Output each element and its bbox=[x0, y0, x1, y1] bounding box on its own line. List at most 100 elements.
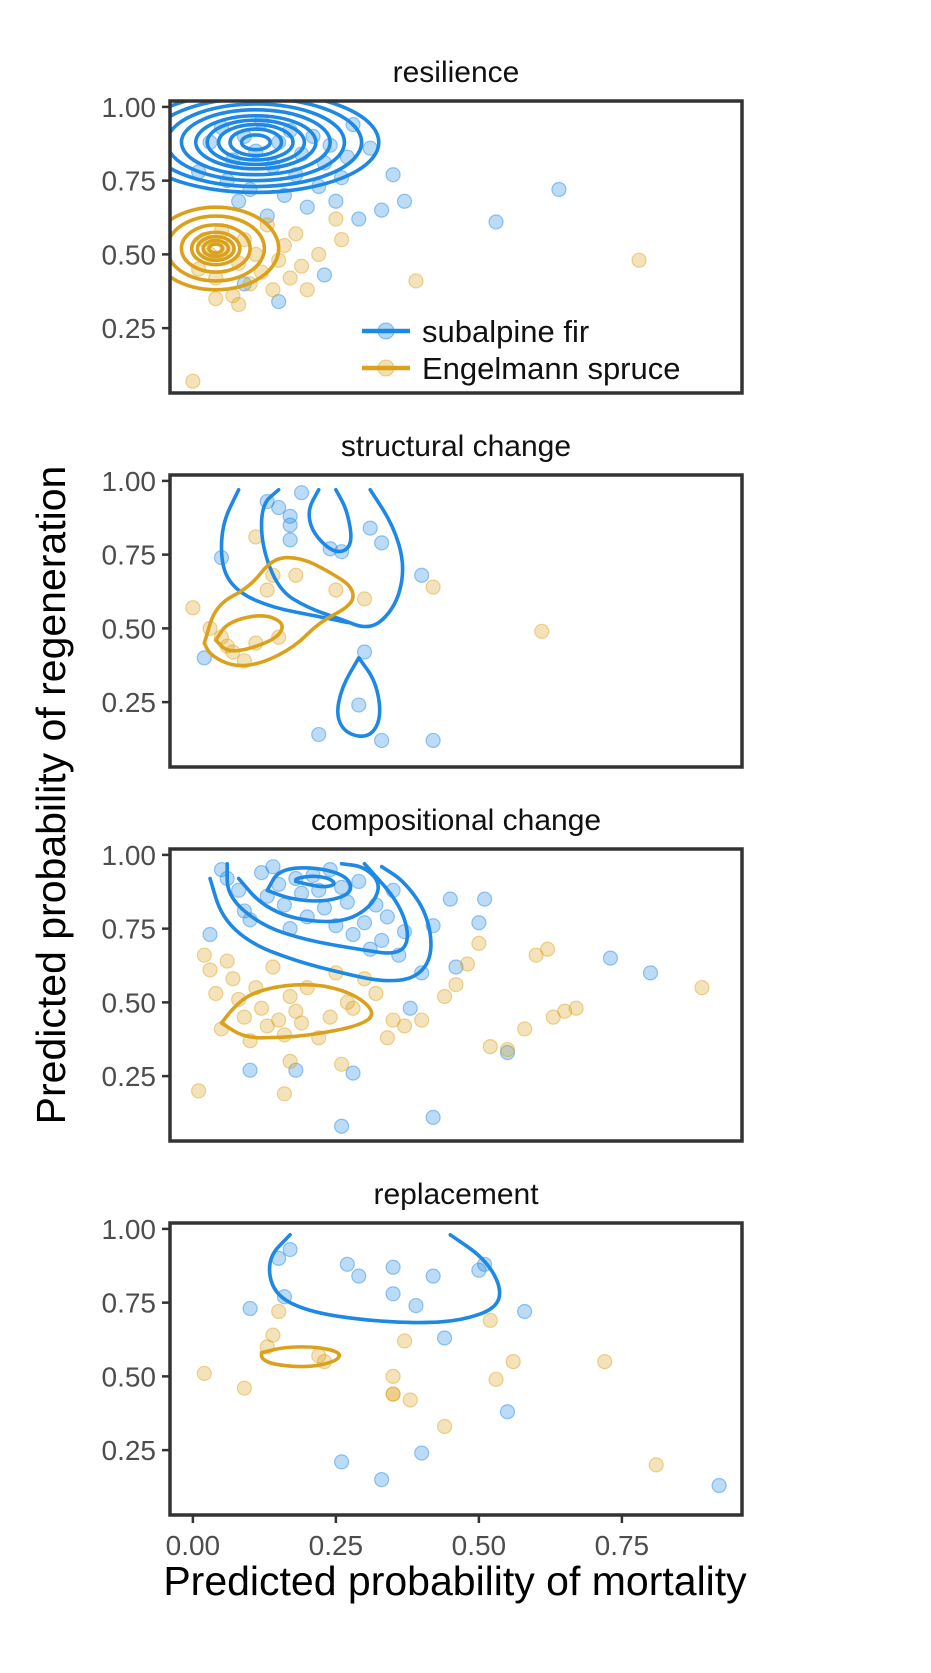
data-point bbox=[396, 1333, 413, 1349]
data-point bbox=[551, 181, 567, 198]
data-point bbox=[385, 1259, 401, 1275]
data-point bbox=[334, 1454, 350, 1470]
data-point bbox=[351, 697, 367, 713]
data-point bbox=[374, 535, 390, 551]
data-point bbox=[196, 1365, 212, 1382]
data-point bbox=[351, 1268, 367, 1284]
data-point bbox=[499, 1404, 516, 1420]
x-tick-label: 0.00 bbox=[166, 1530, 221, 1561]
data-point bbox=[356, 915, 373, 931]
data-point bbox=[242, 1062, 258, 1078]
density-contour bbox=[267, 1233, 502, 1325]
data-point bbox=[271, 1012, 287, 1028]
panel-title: structural change bbox=[341, 430, 571, 463]
data-point bbox=[299, 980, 315, 996]
y-tick-label: 0.25 bbox=[102, 687, 157, 718]
data-point bbox=[528, 947, 544, 963]
data-point bbox=[253, 864, 270, 881]
data-point bbox=[425, 579, 441, 595]
density-contour bbox=[201, 238, 231, 259]
legend-label: subalpine fir bbox=[422, 314, 589, 349]
legend-swatch-point bbox=[377, 359, 395, 377]
data-point bbox=[225, 971, 241, 987]
panel-2: structural change 0.25 0.50 0.75 1.00 bbox=[102, 430, 744, 769]
data-point bbox=[339, 1256, 355, 1272]
data-point bbox=[276, 897, 292, 913]
data-point bbox=[219, 953, 235, 969]
data-point bbox=[459, 956, 476, 972]
data-point bbox=[385, 1386, 401, 1402]
panel-title: resilience bbox=[393, 56, 520, 89]
data-point bbox=[265, 959, 281, 975]
data-point bbox=[185, 373, 201, 389]
panel-title: compositional change bbox=[311, 804, 601, 837]
data-point bbox=[385, 1386, 401, 1402]
x-tick-label: 0.75 bbox=[595, 1530, 650, 1561]
data-point bbox=[293, 485, 310, 501]
data-point bbox=[191, 1083, 207, 1099]
density-contour bbox=[208, 864, 433, 983]
panel-frame bbox=[168, 847, 744, 1143]
data-point bbox=[408, 273, 424, 289]
panel-3: compositional change 0.25 0.50 0.75 1.00 bbox=[102, 804, 744, 1143]
panels-layer: resilience 0.25 0.50 0.75 1.00 subalpine firE… bbox=[102, 56, 744, 1561]
data-point bbox=[299, 199, 315, 215]
y-tick-label: 0.50 bbox=[102, 1361, 157, 1392]
data-point bbox=[259, 1018, 275, 1034]
data-point bbox=[448, 959, 464, 975]
data-point bbox=[396, 1018, 413, 1034]
panel-4: replacement 0.25 0.50 0.75 1.00 bbox=[102, 1178, 744, 1517]
y-tick-label: 0.50 bbox=[102, 613, 157, 644]
data-point bbox=[202, 926, 218, 943]
data-point bbox=[539, 941, 556, 957]
data-point bbox=[425, 1109, 441, 1126]
data-point bbox=[356, 591, 373, 607]
data-point bbox=[436, 1418, 453, 1435]
y-tick-label: 0.50 bbox=[102, 239, 157, 270]
data-point bbox=[288, 1062, 304, 1078]
y-tick-label: 1.00 bbox=[102, 840, 157, 871]
data-point bbox=[374, 732, 390, 749]
data-point bbox=[557, 1003, 573, 1019]
density-contour bbox=[170, 101, 381, 195]
data-point bbox=[402, 1000, 418, 1016]
density-contour bbox=[202, 555, 355, 668]
density-contour bbox=[336, 656, 382, 739]
data-point bbox=[316, 900, 333, 916]
data-point bbox=[242, 1300, 258, 1317]
data-point bbox=[517, 1303, 533, 1320]
data-point bbox=[471, 935, 487, 951]
data-point bbox=[471, 915, 487, 931]
data-point bbox=[316, 267, 333, 283]
data-point bbox=[231, 882, 247, 898]
data-point bbox=[259, 582, 275, 598]
data-point bbox=[425, 1268, 441, 1284]
y-tick-label: 0.25 bbox=[102, 1061, 157, 1092]
data-point bbox=[276, 1086, 292, 1102]
panel-title: replacement bbox=[373, 1178, 539, 1211]
data-point bbox=[442, 891, 458, 907]
data-point bbox=[282, 1241, 298, 1258]
data-point bbox=[448, 977, 464, 993]
plot-area bbox=[185, 485, 550, 749]
data-point bbox=[334, 1056, 350, 1072]
data-point bbox=[293, 258, 310, 274]
data-point bbox=[505, 1354, 521, 1370]
y-tick-label: 1.00 bbox=[102, 92, 157, 123]
data-point bbox=[517, 1021, 533, 1037]
density-contour bbox=[219, 982, 374, 1040]
density-contour bbox=[170, 101, 364, 189]
legend-swatch-point bbox=[377, 322, 395, 340]
data-point bbox=[288, 226, 304, 242]
data-point bbox=[379, 1030, 395, 1046]
data-point bbox=[374, 1472, 390, 1488]
data-point bbox=[396, 193, 413, 209]
data-point bbox=[328, 582, 344, 598]
data-point bbox=[694, 980, 710, 996]
data-point bbox=[368, 985, 384, 1002]
data-point bbox=[334, 1118, 350, 1134]
data-point bbox=[648, 1457, 664, 1473]
data-point bbox=[265, 859, 281, 875]
